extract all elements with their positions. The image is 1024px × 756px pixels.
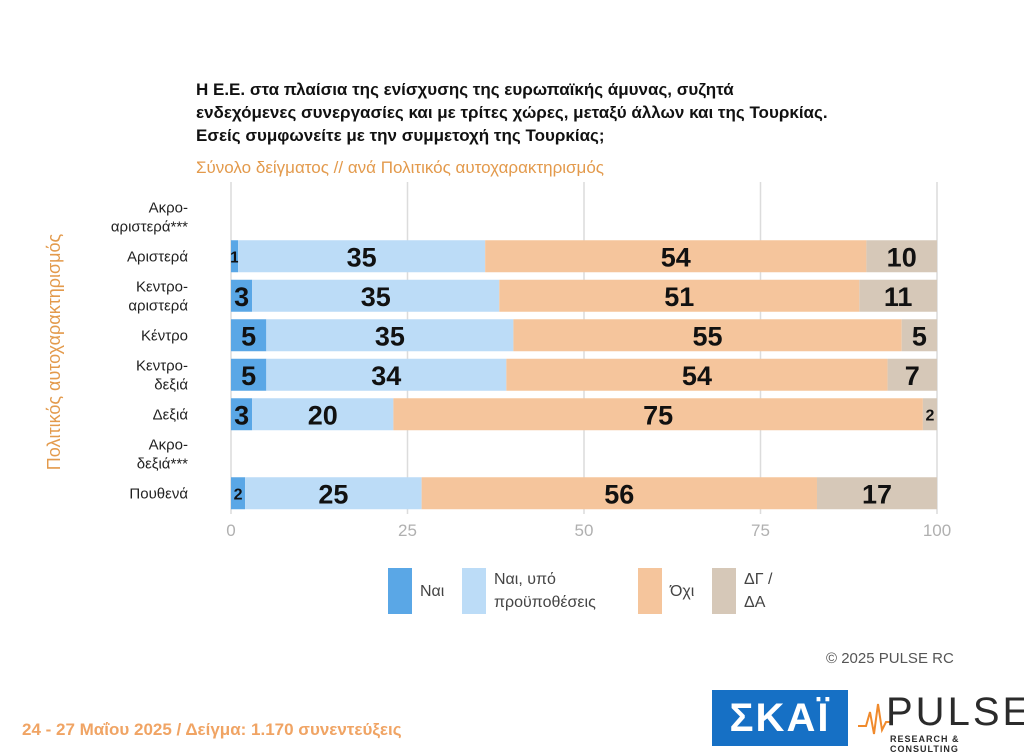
legend-label: Ναι, υπό προϋποθέσεις [494,568,596,614]
data-label: 5 [241,321,256,351]
data-label: 3 [234,400,249,430]
bar-segment [231,358,267,391]
pulse-wave-icon [858,703,892,735]
legend-swatch [462,568,486,614]
chart-title: Η Ε.Ε. στα πλαίσια της ενίσχυσης της ευρ… [196,80,828,145]
legend-label: Όχι [670,580,694,603]
data-label: 5 [241,361,256,391]
bar-segment [866,240,937,273]
category-label: δεξιά*** [137,455,188,472]
skai-logo: ΣΚΑΪ [712,690,848,746]
data-label: 54 [661,242,691,272]
bar-segment [231,279,253,312]
bar-segment [922,398,937,431]
category-label: Αριστερά [127,248,188,265]
bar-segment [901,319,937,352]
x-tick-label: 0 [226,521,235,540]
legend-label-line: προϋποθέσεις [494,594,596,611]
category-label: Κεντρο- [136,278,188,295]
bar-segment [252,279,500,312]
category-label: Ακρο- [149,436,188,453]
x-tick-label: 50 [575,521,594,540]
bar-segment [231,477,246,510]
data-label: 2 [925,407,934,424]
legend-swatch [712,568,736,614]
legend-item: Ναι [388,568,444,614]
legend-label-line: Όχι [670,582,695,600]
data-label: 34 [371,361,401,391]
data-label: 54 [682,361,712,391]
bar-segment [499,279,860,312]
category-label: Κέντρο [141,327,188,344]
legend-swatch [388,568,412,614]
bar-segment [859,279,937,312]
data-label: 7 [905,361,920,391]
bar-segment [231,319,267,352]
data-label: 25 [318,479,348,509]
survey-dates-sample: 24 - 27 Μαΐου 2025 / Δείγμα: 1.170 συνεν… [22,720,402,739]
legend-item: Όχι [638,568,694,614]
data-label: 5 [912,321,927,351]
category-label: Κεντρο- [136,357,188,374]
category-label: Δεξιά [153,406,189,423]
pulse-logo-text: PULSE [886,690,1024,734]
chart-subtitle: Σύνολο δείγματος // ανά Πολιτικός αυτοχα… [196,158,604,177]
bar-segment [266,358,507,391]
data-label: 55 [693,321,723,351]
skai-logo-text: ΣΚΑΪ [729,695,831,740]
data-label: 1 [230,249,239,266]
legend-label: Ναι [420,580,444,603]
bar-segment [485,240,867,273]
legend-label-line: ΔΓ / [744,571,773,588]
bar-segment [887,358,937,391]
bar-segment [266,319,514,352]
legend-label: ΔΓ / ΔΑ [744,568,772,614]
data-label: 20 [308,400,338,430]
bar-segment [245,477,422,510]
bar-segment [231,240,239,273]
category-label: αριστερά [128,297,188,314]
data-label: 51 [664,282,694,312]
bar-segment [506,358,888,391]
legend-label-line: Ναι, υπό [494,571,556,588]
data-label: 35 [361,282,391,312]
bar-segment [816,477,937,510]
data-label: 11 [884,282,913,312]
x-tick-label: 25 [398,521,417,540]
category-label: αριστερά*** [111,218,188,235]
category-label: δεξιά [154,376,188,393]
category-label: Ακρο- [149,199,188,216]
legend-swatch [638,568,662,614]
legend-item: ΔΓ / ΔΑ [712,568,772,614]
data-label: 56 [604,479,634,509]
data-label: 3 [234,282,249,312]
legend-label-line: Ναι [420,582,445,600]
y-axis-title: Πολιτικός αυτοχαρακτηρισμός [44,233,64,470]
data-label: 35 [375,321,405,351]
pulse-logo: PULSE RESEARCH & CONSULTING [858,690,1024,754]
data-label: 75 [643,400,673,430]
bar-segment [513,319,902,352]
bar-segment [393,398,923,431]
category-label: Πουθενά [129,485,188,502]
x-tick-label: 100 [923,521,951,540]
bar-segment [238,240,486,273]
data-label: 35 [347,242,377,272]
pulse-logo-tagline: RESEARCH & CONSULTING [890,734,960,754]
bar-segment [252,398,394,431]
copyright-text: © 2025 PULSE RC [826,650,954,667]
legend-item: Ναι, υπό προϋποθέσεις [462,568,596,614]
legend-label-line: ΔΑ [744,594,766,611]
bar-segment [231,398,253,431]
x-tick-label: 75 [751,521,770,540]
data-label: 2 [234,486,243,503]
bar-segment [421,477,817,510]
data-label: 17 [862,479,892,509]
data-label: 10 [887,242,917,272]
